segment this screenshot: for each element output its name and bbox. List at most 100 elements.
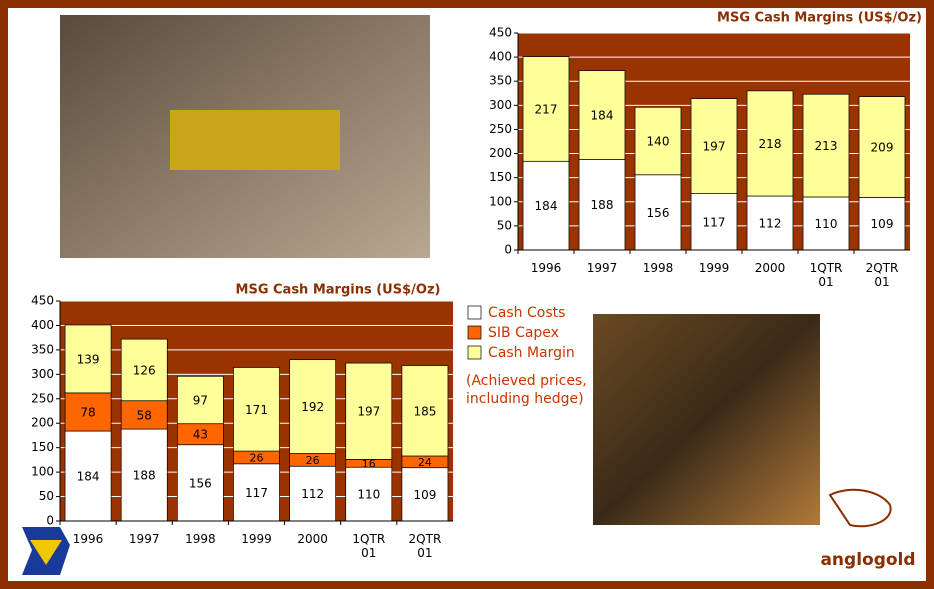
bar-segment [690, 98, 738, 194]
bar-segment [64, 392, 112, 432]
y-tick-label: 450 [489, 26, 512, 40]
value-label: 213 [815, 139, 838, 153]
value-label: 188 [591, 198, 614, 212]
logo-text: anglogold [820, 550, 915, 570]
y-tick-label: 150 [31, 440, 54, 454]
value-label: 112 [759, 216, 782, 230]
y-tick-label: 200 [31, 416, 54, 430]
value-label: 156 [189, 476, 212, 490]
value-label: 139 [77, 352, 100, 366]
bar-segment [120, 400, 168, 430]
y-tick-label: 450 [31, 294, 54, 308]
legend-swatch [467, 305, 482, 320]
bar-segment [802, 196, 850, 251]
bar-segment [401, 365, 449, 457]
value-label: 112 [301, 487, 324, 501]
bar-segment [522, 160, 570, 251]
logo-map [828, 488, 892, 528]
legend-label: Cash Margin [488, 345, 575, 361]
y-tick-label: 250 [489, 122, 512, 136]
y-tick-label: 400 [31, 318, 54, 332]
bar-segment [345, 362, 393, 460]
bar-segment [233, 367, 280, 452]
x-tick-label: 2QTR 01 [865, 261, 899, 289]
bar-segment [634, 106, 682, 176]
x-tick-label: 1996 [530, 261, 562, 275]
x-tick-label: 1997 [586, 261, 618, 275]
bar-segment [120, 338, 168, 402]
y-tick-label: 250 [31, 391, 54, 405]
value-label: 109 [413, 488, 436, 502]
value-label: 197 [357, 405, 380, 419]
bar-segment [746, 195, 794, 251]
y-tick-label: 150 [489, 170, 512, 184]
legend-label: SIB Capex [488, 325, 559, 341]
y-tick-label: 300 [489, 98, 512, 112]
bar-segment [578, 70, 626, 160]
x-tick-label: 2000 [754, 261, 786, 275]
value-label: 58 [137, 408, 152, 422]
chart-title: MSG Cash Margins (US$/Oz) [236, 283, 441, 298]
bar-segment [64, 324, 112, 394]
y-tick-label: 0 [46, 514, 54, 528]
value-label: 110 [357, 488, 380, 502]
msg-logo [30, 540, 62, 565]
bar-segment [345, 466, 393, 522]
x-tick-label: 1QTR 01 [352, 532, 386, 560]
y-tick-label: 400 [489, 50, 512, 64]
y-tick-label: 50 [497, 218, 512, 232]
value-label: 184 [591, 108, 614, 122]
bar-segment [578, 158, 626, 251]
bar-segment [289, 359, 337, 454]
bar-segment [401, 467, 449, 522]
value-label: 192 [301, 400, 324, 414]
value-label: 156 [647, 206, 670, 220]
value-label: 209 [871, 141, 894, 155]
y-tick-label: 350 [31, 342, 54, 356]
y-tick-label: 100 [31, 465, 54, 479]
value-label: 171 [245, 403, 268, 417]
value-label: 117 [703, 215, 726, 229]
legend-swatch [467, 325, 482, 340]
mine-photo [593, 314, 820, 525]
y-tick-label: 350 [489, 74, 512, 88]
bar-segment [858, 197, 906, 251]
bar-segment [634, 174, 682, 251]
y-tick-label: 0 [504, 243, 512, 257]
x-tick-label: 1998 [185, 532, 216, 546]
y-tick-label: 100 [489, 194, 512, 208]
bar-segment [176, 375, 224, 425]
bar-segment [858, 96, 906, 198]
x-tick-label: 1QTR 01 [809, 261, 843, 289]
value-label: 184 [535, 199, 558, 213]
legend-swatch [467, 345, 482, 360]
x-tick-label: 1997 [128, 532, 160, 546]
y-tick-label: 50 [39, 489, 54, 503]
x-tick-label: 1998 [642, 261, 674, 275]
value-label: 140 [647, 135, 670, 149]
x-tick-label: 1999 [698, 261, 730, 275]
bar-segment [522, 56, 570, 162]
bar-segment [233, 463, 280, 522]
value-label: 43 [193, 428, 208, 442]
bar-segment [690, 193, 738, 251]
value-label: 185 [413, 404, 436, 418]
value-label: 117 [245, 486, 268, 500]
value-label: 78 [80, 405, 95, 419]
value-label: 197 [703, 140, 726, 154]
value-label: 218 [759, 137, 782, 151]
bar-segment [802, 93, 850, 198]
value-label: 97 [193, 394, 208, 408]
bar-segment [746, 90, 794, 197]
chart-title: MSG Cash Margins (US$/Oz) [717, 11, 922, 26]
value-label: 16 [362, 457, 376, 470]
x-tick-label: 1996 [72, 532, 104, 546]
x-tick-label: 2QTR 01 [408, 532, 442, 560]
value-label: 217 [535, 102, 558, 116]
x-tick-label: 2000 [297, 532, 328, 546]
value-label: 26 [306, 454, 320, 467]
value-label: 126 [133, 363, 156, 377]
value-label: 109 [871, 217, 894, 231]
